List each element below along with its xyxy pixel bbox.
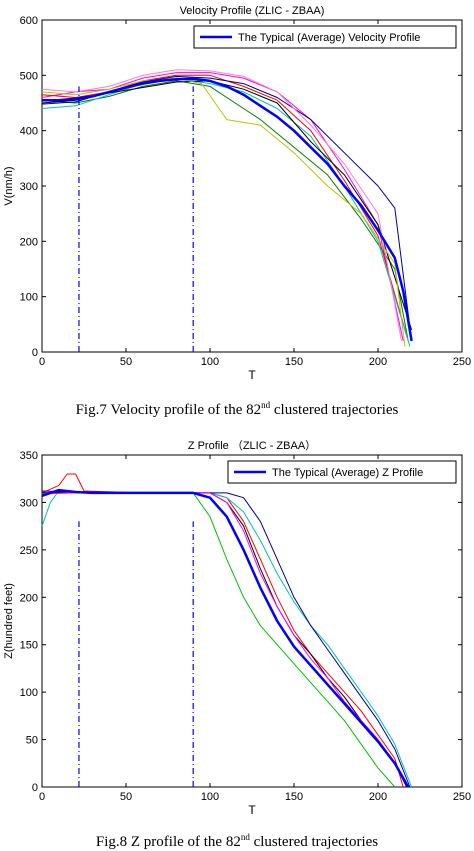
chart2-series-typical-profile	[41, 488, 410, 788]
chart2-y-tick-label: 0	[32, 782, 38, 794]
chart2-plot-area	[41, 454, 463, 788]
chart1-series-trajectory-6	[41, 77, 406, 347]
chart2-x-tick-label: 250	[453, 791, 471, 803]
figure-7-caption: Fig.7 Velocity profile of the 82nd clust…	[75, 400, 399, 418]
chart2-x-tick-label: 50	[120, 791, 132, 803]
chart2-x-axis-label: T	[248, 803, 256, 817]
chart2-y-axis-label: Z(hundred feet)	[3, 583, 15, 659]
chart1-legend-box	[193, 25, 457, 49]
chart1-y-tick-label: 500	[20, 70, 38, 82]
chart2-y-tick-label: 150	[20, 640, 38, 652]
chart2-y-tick-label: 350	[20, 450, 38, 462]
chart2-legend-box	[227, 460, 457, 484]
chart1-plot-area	[41, 19, 463, 353]
chart1-y-tick-label: 100	[20, 292, 38, 304]
chart2-x-tick-label: 200	[369, 791, 387, 803]
chart1-title: Velocity Profile (ZLIC - ZBAA)	[180, 5, 325, 17]
chart1-x-tick-label: 0	[39, 356, 45, 368]
chart2-x-tick-label: 150	[285, 791, 303, 803]
chart1-x-tick-label: 200	[369, 356, 387, 368]
chart2-x-tick-label: 100	[201, 791, 219, 803]
figure-8-caption: Fig.8 Z profile of the 82nd clustered tr…	[95, 832, 379, 850]
chart1-x-axis-label: T	[248, 368, 256, 382]
chart2-y-tick-label: 300	[20, 497, 38, 509]
chart2-y-tick-label: 100	[20, 687, 38, 699]
chart1-x-tick-label: 150	[285, 356, 303, 368]
chart2-legend-label: The Typical (Average) Z Profile	[272, 467, 423, 479]
chart1-x-tick-label: 250	[453, 356, 471, 368]
chart1-y-tick-label: 600	[20, 15, 38, 27]
chart1-y-tick-label: 200	[20, 236, 38, 248]
chart2-x-tick-label: 0	[39, 791, 45, 803]
chart2-title: Z Profile （ZLIC - ZBAA）	[188, 439, 316, 452]
chart1-series-typical-profile	[42, 77, 413, 342]
chart1-x-tick-label: 100	[201, 356, 219, 368]
chart1-series-trajectory-8	[41, 69, 402, 341]
chart2-series-trajectory-1	[41, 473, 404, 788]
chart1-y-tick-label: 0	[32, 347, 38, 359]
chart2-y-tick-label: 200	[20, 592, 38, 604]
chart1-series-trajectory-3	[41, 80, 409, 341]
chart1-y-tick-label: 300	[20, 181, 38, 193]
chart1-y-axis-label: V(nm/h)	[3, 166, 15, 205]
chart1-x-tick-label: 50	[120, 356, 132, 368]
chart2-y-tick-label: 250	[20, 545, 38, 557]
chart2-y-tick-label: 50	[26, 735, 38, 747]
chart1-y-tick-label: 400	[20, 126, 38, 138]
chart1-legend-label: The Typical (Average) Velocity Profile	[238, 32, 420, 44]
